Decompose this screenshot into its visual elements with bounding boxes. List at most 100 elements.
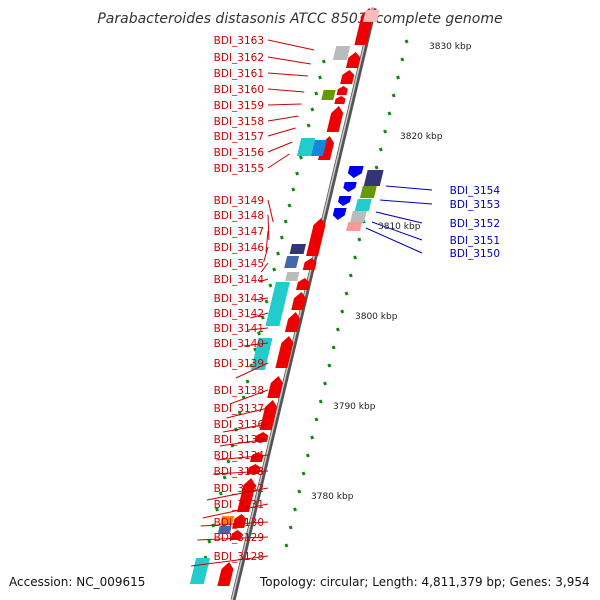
- gene-label-left: BDI_3143: [214, 293, 264, 305]
- scale-tick-left: [272, 267, 277, 272]
- scale-tick-right: [335, 327, 340, 332]
- scale-tick-right: [293, 507, 297, 512]
- label-leader-left: [267, 103, 302, 106]
- gene-pink: [362, 10, 380, 22]
- scale-label: 3800 kbp: [355, 312, 398, 322]
- label-leader-left: [254, 297, 269, 301]
- label-leader-left: [265, 230, 269, 253]
- scale-tick-right: [340, 309, 345, 314]
- scale-tick-right: [400, 57, 405, 62]
- gene-forward: [284, 312, 301, 332]
- scale-tick-left: [314, 91, 319, 96]
- scale-tick-right: [284, 543, 289, 548]
- label-leader-left: [267, 214, 270, 241]
- gene-pink: [346, 222, 363, 231]
- gene-label-left: BDI_3145: [214, 258, 264, 270]
- scale-tick-right: [331, 345, 336, 350]
- scale-tick-right: [387, 111, 392, 116]
- scale-tick-left: [245, 379, 250, 384]
- scale-tick-right: [301, 471, 306, 476]
- gene-forward: [334, 96, 346, 104]
- gene-label-left: BDI_3139: [214, 358, 264, 370]
- gene-cyan: [354, 199, 372, 211]
- label-leader-left: [200, 521, 269, 527]
- scale-tick-right: [288, 525, 293, 530]
- gene-forward: [306, 218, 326, 256]
- scale-tick-left: [279, 235, 284, 240]
- gene-label-left: BDI_3133: [214, 466, 264, 478]
- gene-label-left: BDI_3138: [214, 385, 264, 397]
- label-leader-left: [229, 389, 269, 405]
- gene-orange: [220, 516, 235, 524]
- gene-label-left: BDI_3128: [214, 551, 264, 563]
- gene-slate: [284, 256, 300, 268]
- label-leader-left: [267, 199, 274, 223]
- scale-tick-left: [291, 187, 296, 192]
- gene-label-left: BDI_3142: [214, 308, 264, 320]
- gene-label-left: BDI_3132: [214, 483, 264, 495]
- scale-tick-right: [327, 363, 332, 368]
- gene-olive: [321, 90, 336, 100]
- scale-tick-left: [218, 491, 223, 496]
- gene-label-left: BDI_3155: [214, 163, 264, 175]
- accession-text: Accession: NC_009615: [9, 575, 146, 589]
- gene-forward: [259, 400, 278, 430]
- gene-label-left: BDI_3157: [214, 131, 264, 143]
- gene-label-left: BDI_3135: [214, 434, 264, 446]
- scale-label: 3790 kbp: [333, 402, 376, 412]
- gene-label-left: BDI_3148: [214, 210, 264, 222]
- map-title: Parabacteroides distasonis ATCC 8503, co…: [97, 11, 502, 27]
- gene-forward: [340, 70, 355, 84]
- label-leader-left: [219, 438, 269, 447]
- label-leader-left: [202, 503, 269, 519]
- scale-tick-right: [310, 435, 315, 440]
- label-leader-right: [379, 199, 433, 205]
- gene-olive: [359, 186, 377, 198]
- scale-label: 3830 kbp: [429, 42, 472, 52]
- gene-label-left: BDI_3147: [214, 226, 264, 238]
- gene-cyan: [296, 138, 316, 156]
- gene-label-right: BDI_3151: [450, 235, 500, 247]
- gene-label-left: BDI_3162: [214, 52, 264, 64]
- scale-label: 3820 kbp: [400, 132, 443, 142]
- scale-tick-right: [305, 453, 310, 458]
- gene-label-left: BDI_3134: [214, 450, 265, 462]
- gene-forward: [230, 530, 242, 540]
- scale-tick-left: [318, 75, 323, 80]
- gene-label-left: BDI_3129: [214, 532, 264, 544]
- gene-label-left: BDI_3161: [214, 68, 264, 80]
- scale-label: 3780 kbp: [311, 492, 354, 502]
- gene-track: [189, 8, 384, 586]
- gene-label-left: BDI_3160: [214, 84, 264, 96]
- gene-label-left: BDI_3159: [214, 100, 264, 112]
- scale-tick-left: [268, 283, 273, 288]
- gene-label-right: BDI_3153: [450, 199, 500, 211]
- label-leader-left: [260, 262, 269, 273]
- scale-tick-right: [378, 147, 383, 152]
- gene-reverse: [337, 196, 352, 206]
- gene-label-left: BDI_3149: [214, 195, 264, 207]
- gene-label-left: BDI_3156: [214, 147, 265, 159]
- label-leader-left: [258, 278, 269, 283]
- label-leader-left: [243, 342, 269, 347]
- gene-cyan: [250, 338, 273, 370]
- gene-forward: [326, 106, 344, 132]
- label-leader-right: [365, 227, 423, 254]
- label-leader-right: [375, 211, 423, 224]
- label-leader-left: [235, 362, 269, 379]
- gene-forward: [345, 52, 361, 68]
- gene-purple: [289, 244, 306, 254]
- scale-tick-left: [226, 459, 231, 464]
- label-leader-left: [267, 88, 305, 93]
- scale-tick-left: [276, 251, 281, 256]
- gene-forward: [249, 452, 264, 462]
- gene-label-left: BDI_3131: [214, 499, 264, 511]
- scale-ticks: [199, 39, 409, 576]
- gene-label-left: BDI_3136: [214, 419, 265, 431]
- gene-forward: [232, 514, 247, 528]
- label-leader-left: [197, 536, 269, 541]
- gene-label-left: BDI_3130: [214, 517, 264, 529]
- gene-label-left: BDI_3146: [214, 242, 265, 254]
- gene-forward: [237, 478, 256, 512]
